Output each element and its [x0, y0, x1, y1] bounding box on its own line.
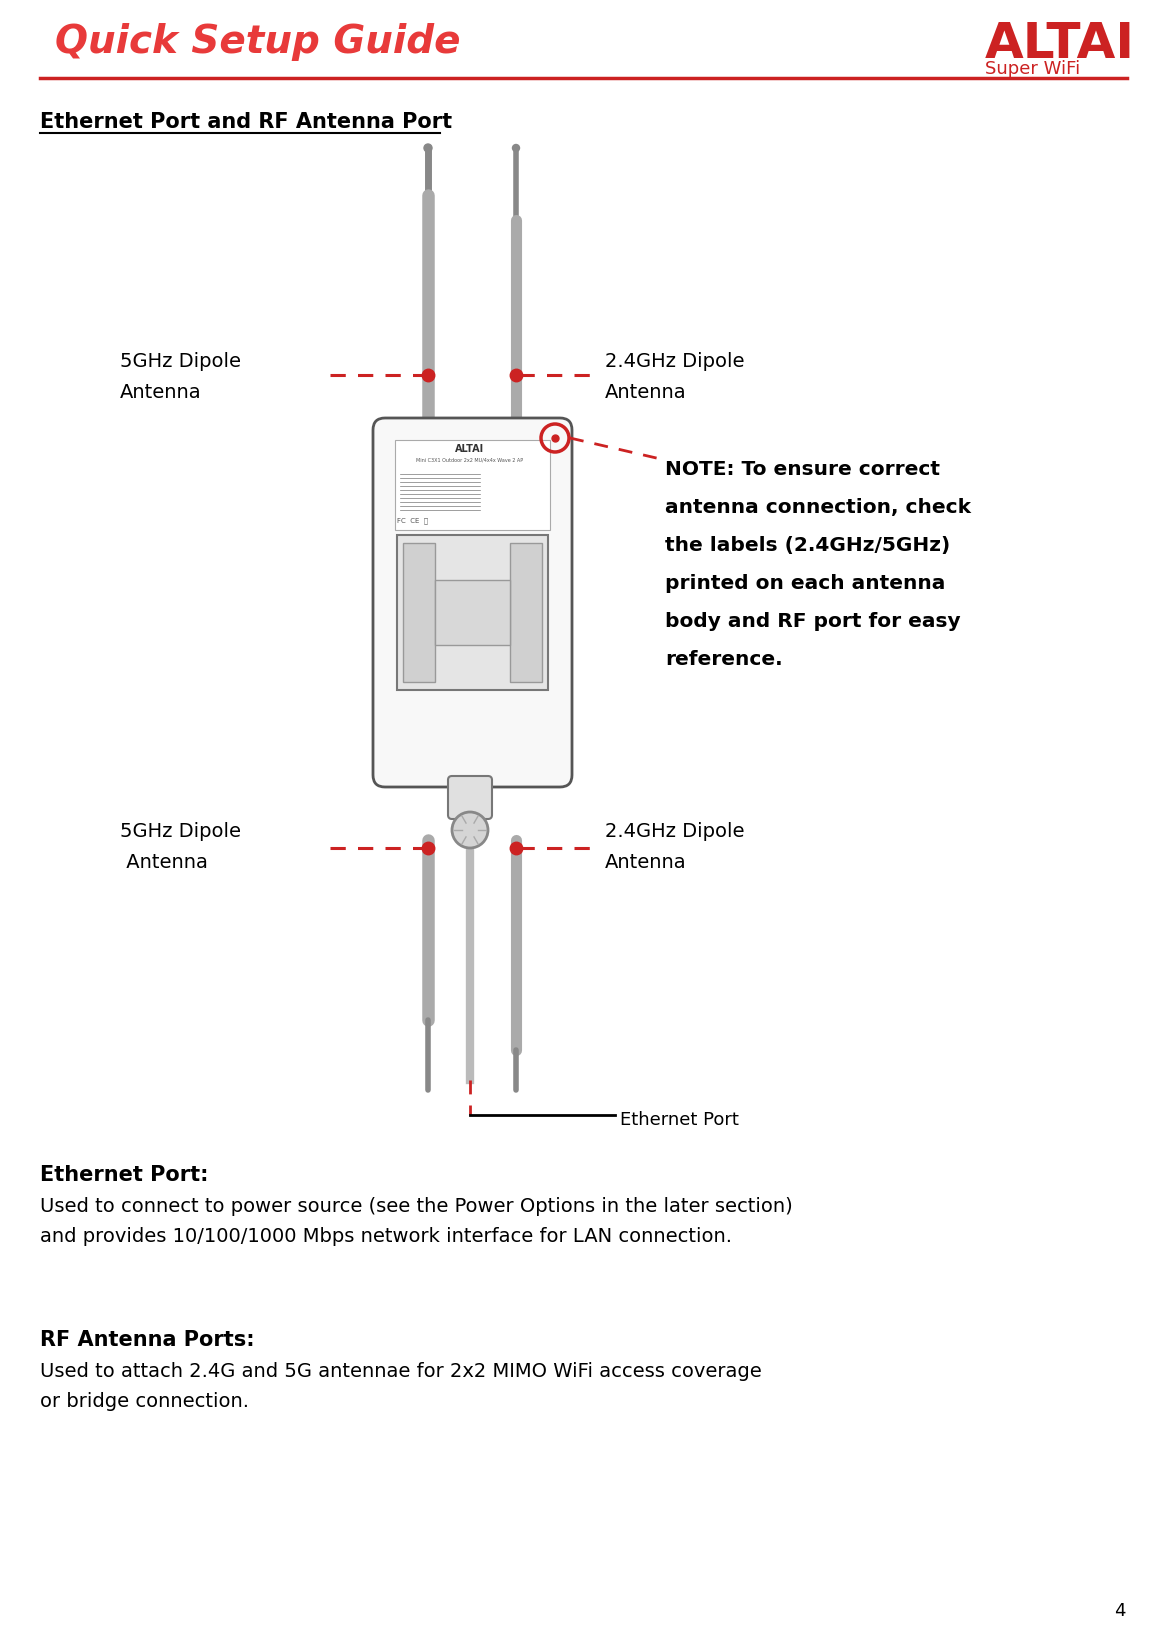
Text: ALTAI: ALTAI — [455, 445, 484, 455]
Text: Mini C3X1 Outdoor 2x2 MU/4x4x Wave 2 AP: Mini C3X1 Outdoor 2x2 MU/4x4x Wave 2 AP — [417, 458, 524, 463]
Bar — [397, 535, 548, 689]
Text: 2.4GHz Dipole
Antenna: 2.4GHz Dipole Antenna — [605, 822, 745, 871]
Text: Used to connect to power source (see the Power Options in the later section): Used to connect to power source (see the… — [40, 1196, 792, 1216]
Text: 2.4GHz Dipole
Antenna: 2.4GHz Dipole Antenna — [605, 353, 745, 402]
Text: Ethernet Port and RF Antenna Port: Ethernet Port and RF Antenna Port — [40, 112, 452, 131]
Text: Ethernet Port: Ethernet Port — [620, 1111, 739, 1129]
Circle shape — [452, 812, 488, 848]
Text: ALTAI: ALTAI — [985, 20, 1135, 67]
Bar — [435, 579, 510, 645]
Text: printed on each antenna: printed on each antenna — [665, 574, 945, 592]
Text: Quick Setup Guide: Quick Setup Guide — [55, 23, 461, 61]
Circle shape — [424, 144, 432, 153]
Text: NOTE: To ensure correct: NOTE: To ensure correct — [665, 459, 939, 479]
Bar — [510, 543, 541, 683]
Text: or bridge connection.: or bridge connection. — [40, 1392, 249, 1411]
Text: FC  CE  ⍁: FC CE ⍁ — [397, 517, 428, 523]
Text: 5GHz Dipole
Antenna: 5GHz Dipole Antenna — [120, 353, 242, 402]
Bar — [394, 440, 550, 530]
Circle shape — [512, 144, 519, 151]
Text: Ethernet Port:: Ethernet Port: — [40, 1165, 209, 1185]
Text: and provides 10/100/1000 Mbps network interface for LAN connection.: and provides 10/100/1000 Mbps network in… — [40, 1227, 732, 1246]
Text: 4: 4 — [1114, 1602, 1126, 1620]
Text: 5GHz Dipole
 Antenna: 5GHz Dipole Antenna — [120, 822, 242, 871]
FancyBboxPatch shape — [448, 776, 492, 819]
Text: antenna connection, check: antenna connection, check — [665, 497, 971, 517]
Text: reference.: reference. — [665, 650, 783, 670]
Text: the labels (2.4GHz/5GHz): the labels (2.4GHz/5GHz) — [665, 537, 950, 555]
Text: Super WiFi: Super WiFi — [985, 61, 1081, 79]
Text: Used to attach 2.4G and 5G antennae for 2x2 MIMO WiFi access coverage: Used to attach 2.4G and 5G antennae for … — [40, 1362, 762, 1382]
FancyBboxPatch shape — [373, 418, 572, 788]
Bar — [403, 543, 435, 683]
Text: body and RF port for easy: body and RF port for easy — [665, 612, 960, 632]
Text: RF Antenna Ports:: RF Antenna Ports: — [40, 1329, 254, 1351]
